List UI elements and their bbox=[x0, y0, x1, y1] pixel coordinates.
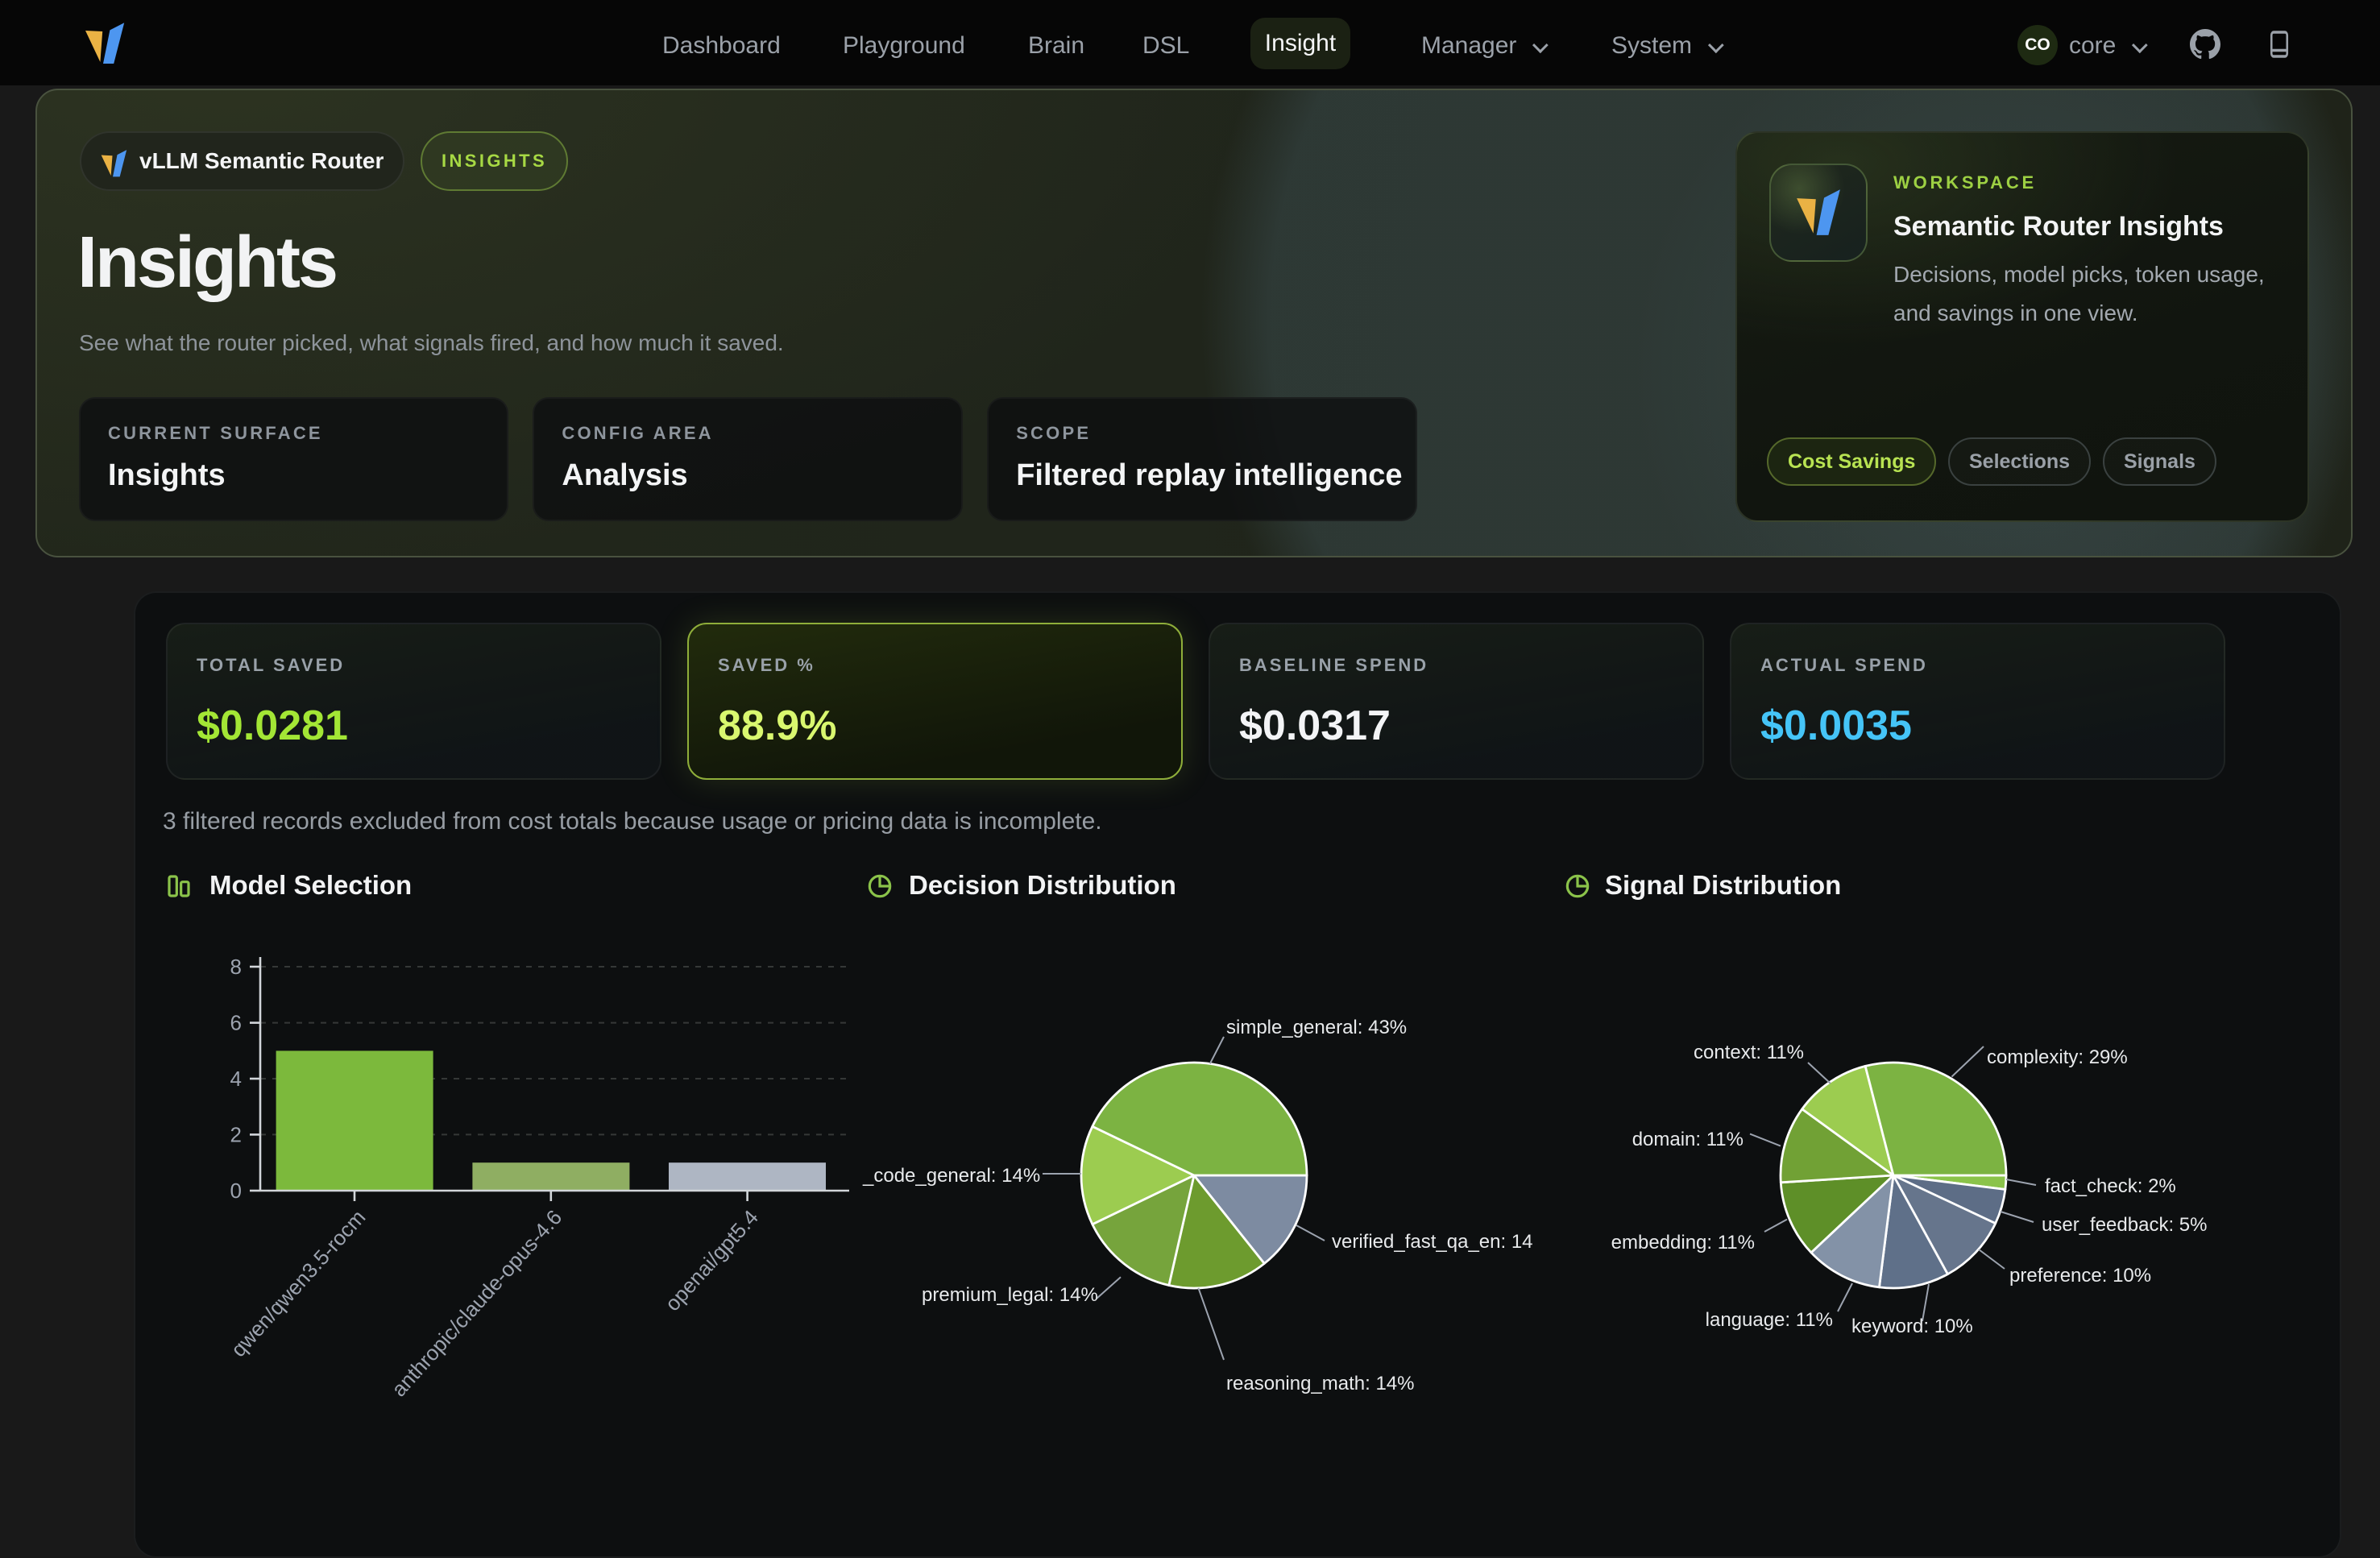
svg-text:reasoning_math: 14%: reasoning_math: 14% bbox=[1226, 1373, 1414, 1394]
svg-text:openai/gpt5.4: openai/gpt5.4 bbox=[660, 1205, 763, 1316]
svg-text:fact_check: 2%: fact_check: 2% bbox=[2045, 1175, 2176, 1197]
svg-text:context: 11%: context: 11% bbox=[1694, 1042, 1804, 1063]
svg-text:4: 4 bbox=[230, 1067, 242, 1091]
svg-text:domain: 11%: domain: 11% bbox=[1632, 1129, 1744, 1150]
svg-text:2: 2 bbox=[230, 1122, 242, 1146]
svg-text:keyword: 10%: keyword: 10% bbox=[1851, 1316, 1973, 1337]
svg-text:user_feedback: 5%: user_feedback: 5% bbox=[2042, 1214, 2207, 1236]
svg-text:anthropic/claude-opus-4.6: anthropic/claude-opus-4.6 bbox=[387, 1205, 566, 1401]
svg-text:8: 8 bbox=[230, 955, 242, 979]
svg-text:premium_legal: 14%: premium_legal: 14% bbox=[922, 1284, 1098, 1306]
svg-text:embedding: 11%: embedding: 11% bbox=[1611, 1232, 1755, 1253]
svg-text:preference: 10%: preference: 10% bbox=[2009, 1265, 2151, 1287]
svg-text:_code_general: 14%: _code_general: 14% bbox=[862, 1165, 1040, 1187]
svg-text:complexity: 29%: complexity: 29% bbox=[1987, 1046, 2128, 1068]
svg-text:language: 11%: language: 11% bbox=[1706, 1309, 1833, 1331]
svg-text:verified_fast_qa_en: 14: verified_fast_qa_en: 14 bbox=[1332, 1231, 1533, 1253]
svg-text:qwen/qwen3.5-rocm: qwen/qwen3.5-rocm bbox=[226, 1205, 371, 1361]
svg-text:simple_general: 43%: simple_general: 43% bbox=[1226, 1017, 1407, 1038]
svg-text:0: 0 bbox=[230, 1179, 242, 1203]
svg-text:6: 6 bbox=[230, 1011, 242, 1035]
